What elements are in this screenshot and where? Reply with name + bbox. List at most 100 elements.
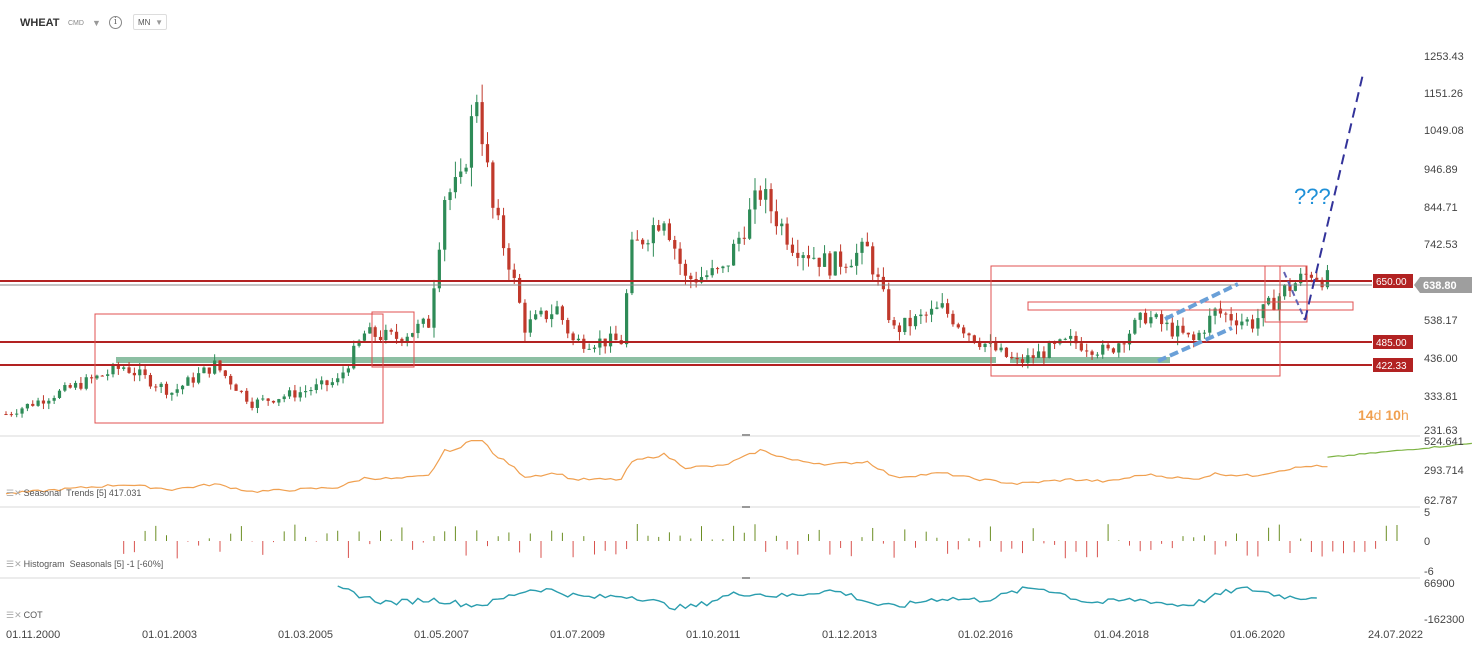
candle[interactable]: [277, 399, 281, 403]
candle[interactable]: [828, 253, 832, 276]
candle[interactable]: [705, 275, 709, 278]
candle[interactable]: [41, 400, 46, 404]
candle[interactable]: [143, 369, 147, 376]
candle[interactable]: [897, 325, 902, 333]
candle[interactable]: [576, 338, 581, 341]
candle[interactable]: [1213, 308, 1217, 316]
candle[interactable]: [1010, 356, 1014, 358]
candle[interactable]: [913, 316, 918, 327]
candle[interactable]: [1197, 332, 1201, 340]
candle[interactable]: [1245, 319, 1249, 322]
candle[interactable]: [459, 171, 463, 178]
candle[interactable]: [63, 385, 67, 391]
channel-lines[interactable]: [1157, 282, 1239, 363]
candle[interactable]: [1063, 338, 1067, 340]
candle[interactable]: [336, 378, 340, 383]
candle[interactable]: [448, 192, 452, 201]
candle[interactable]: [303, 391, 308, 393]
candle[interactable]: [1261, 304, 1265, 319]
drawing-rectangles[interactable]: [94, 265, 1354, 424]
candle[interactable]: [614, 333, 618, 341]
candle[interactable]: [967, 333, 971, 336]
candle[interactable]: [598, 338, 602, 348]
candle[interactable]: [1186, 332, 1190, 335]
candle[interactable]: [1176, 325, 1180, 337]
candle[interactable]: [47, 400, 51, 404]
candle[interactable]: [175, 389, 179, 393]
candle[interactable]: [806, 255, 811, 259]
menu-icon[interactable]: ☰✕: [6, 559, 22, 569]
candle[interactable]: [822, 253, 827, 267]
candle[interactable]: [662, 223, 666, 231]
candle[interactable]: [1250, 319, 1255, 329]
candle[interactable]: [769, 189, 773, 212]
candle[interactable]: [731, 243, 736, 266]
cot-panel-label[interactable]: ☰✕ COT: [6, 610, 43, 621]
candle[interactable]: [566, 320, 570, 334]
candle[interactable]: [84, 377, 88, 389]
candle[interactable]: [721, 266, 725, 269]
candle[interactable]: [1074, 335, 1078, 344]
candle[interactable]: [796, 252, 800, 258]
candle[interactable]: [1159, 314, 1164, 325]
candle[interactable]: [298, 392, 302, 398]
candle[interactable]: [523, 302, 527, 333]
candle[interactable]: [464, 167, 468, 172]
candle[interactable]: [1079, 343, 1083, 351]
candle[interactable]: [1004, 347, 1009, 357]
candle[interactable]: [1031, 355, 1035, 358]
panel-resize-handle[interactable]: [742, 434, 750, 436]
candle[interactable]: [443, 200, 447, 250]
candle[interactable]: [1293, 283, 1297, 291]
candle[interactable]: [1325, 270, 1330, 288]
candle[interactable]: [95, 375, 99, 379]
candle[interactable]: [1154, 314, 1158, 318]
candle[interactable]: [1133, 319, 1137, 334]
candle[interactable]: [191, 377, 195, 383]
candle[interactable]: [341, 372, 345, 379]
candle[interactable]: [999, 347, 1003, 351]
candle[interactable]: [491, 162, 495, 208]
candle[interactable]: [903, 317, 907, 333]
candle[interactable]: [951, 313, 955, 325]
candle[interactable]: [1020, 359, 1025, 363]
candle[interactable]: [1127, 333, 1132, 345]
candle[interactable]: [469, 116, 474, 168]
candle[interactable]: [1090, 351, 1094, 355]
candle[interactable]: [753, 190, 757, 210]
candle[interactable]: [726, 265, 730, 267]
candle[interactable]: [780, 223, 784, 227]
candle[interactable]: [1208, 315, 1212, 333]
candle[interactable]: [1304, 273, 1308, 275]
candle[interactable]: [582, 338, 586, 349]
candle[interactable]: [748, 209, 752, 239]
candle[interactable]: [871, 246, 875, 275]
candle[interactable]: [1122, 343, 1126, 345]
candle[interactable]: [89, 377, 94, 379]
candle[interactable]: [635, 239, 639, 241]
candle[interactable]: [116, 365, 120, 369]
candle[interactable]: [972, 335, 976, 343]
candle[interactable]: [683, 263, 688, 276]
candle[interactable]: [68, 385, 72, 388]
candle[interactable]: [213, 360, 217, 374]
candle[interactable]: [673, 240, 677, 249]
candle[interactable]: [106, 374, 110, 376]
candle[interactable]: [1106, 344, 1110, 349]
candle[interactable]: [180, 385, 185, 390]
candle[interactable]: [427, 318, 431, 328]
candle[interactable]: [849, 265, 853, 268]
candle[interactable]: [250, 401, 254, 408]
candle[interactable]: [1229, 314, 1233, 321]
candle[interactable]: [945, 303, 950, 314]
candle[interactable]: [282, 396, 286, 400]
candle[interactable]: [20, 408, 24, 414]
candle[interactable]: [410, 333, 415, 337]
candle[interactable]: [764, 189, 768, 200]
candle[interactable]: [362, 333, 367, 341]
candle[interactable]: [1181, 325, 1185, 333]
candle[interactable]: [287, 390, 292, 397]
candle[interactable]: [405, 336, 409, 342]
question-annotation[interactable]: ???: [1294, 184, 1331, 209]
candle[interactable]: [416, 323, 420, 334]
